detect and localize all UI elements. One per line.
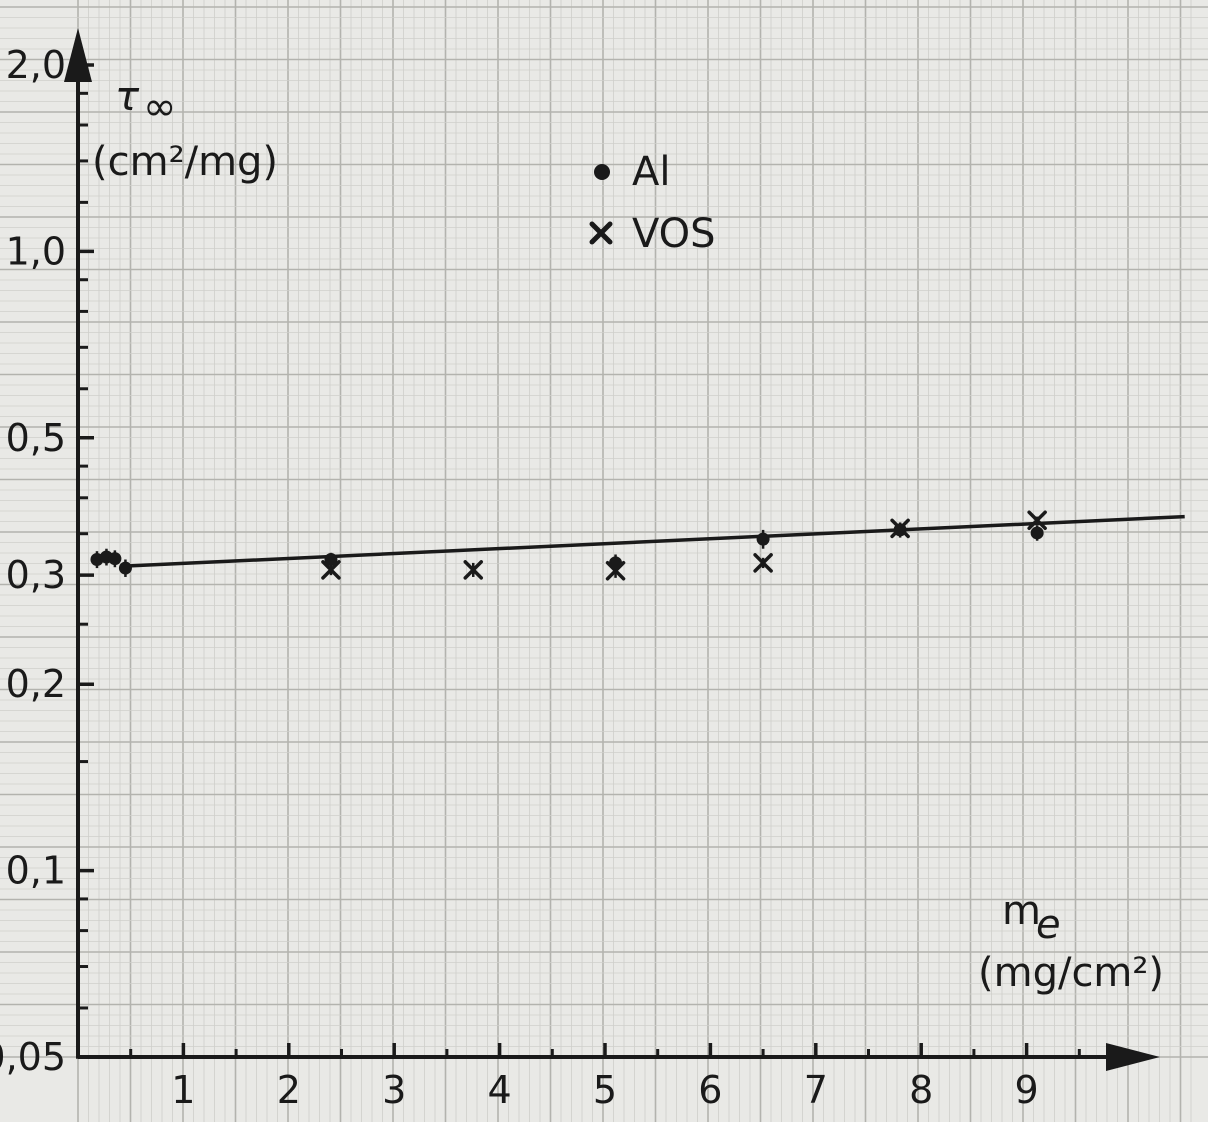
cross-stroke xyxy=(753,553,773,573)
y-tick-label: 0,5 xyxy=(6,416,66,460)
x-tick-label: 5 xyxy=(593,1068,617,1112)
data-point-vos xyxy=(463,560,483,580)
y-tick-label: 0,3 xyxy=(6,553,66,597)
data-point-vos xyxy=(1027,510,1047,530)
legend-dot-marker xyxy=(594,164,610,180)
y-axis-subscript: ∞ xyxy=(143,84,176,130)
data-points xyxy=(90,510,1047,581)
x-axis-arrow xyxy=(1106,1043,1160,1071)
cross-stroke xyxy=(605,560,626,581)
x-tick-label: 9 xyxy=(1015,1068,1039,1112)
x-tick-label: 2 xyxy=(277,1068,301,1112)
x-tick-label: 8 xyxy=(909,1068,933,1112)
x-tick-label: 1 xyxy=(171,1068,195,1112)
y-axis-unit: (cm²/mg) xyxy=(92,139,278,185)
cross-stroke xyxy=(463,560,483,580)
x-tick-label: 7 xyxy=(804,1068,828,1112)
legend-cross-marker xyxy=(589,221,613,245)
y-tick-label: 2,0 xyxy=(6,43,66,87)
data-point-vos xyxy=(605,560,626,581)
y-tick-label: 0,2 xyxy=(6,662,66,706)
x-axis-unit: (mg/cm²) xyxy=(978,950,1164,996)
cross-stroke xyxy=(1027,510,1047,530)
data-point-vos xyxy=(753,553,773,573)
cross-stroke xyxy=(321,560,341,580)
cross-stroke xyxy=(890,518,910,539)
x-tick-label: 4 xyxy=(488,1068,512,1112)
data-point-al xyxy=(108,552,122,566)
y-axis-arrow xyxy=(64,28,92,82)
y-tick-label: 0,1 xyxy=(6,849,66,893)
fit-line-group xyxy=(120,514,1185,569)
axes xyxy=(64,28,1160,1071)
y-tick-label: 1,0 xyxy=(6,229,66,273)
data-point-al xyxy=(324,552,338,566)
data-point-al xyxy=(118,561,132,575)
data-point-vos xyxy=(321,560,341,580)
x-tick-label: 3 xyxy=(382,1068,406,1112)
legend-label-al: Al xyxy=(632,149,670,195)
data-point-vos xyxy=(890,518,910,539)
x-tick-label: 6 xyxy=(698,1068,722,1112)
data-point-al xyxy=(756,532,770,546)
legend: Al VOS xyxy=(589,149,716,257)
y-axis-symbol: τ xyxy=(115,74,140,120)
x-axis-subscript: e xyxy=(1036,902,1061,948)
y-tick-label: 0,05 xyxy=(0,1035,66,1079)
legend-label-vos: VOS xyxy=(632,211,716,257)
ticks: 0,05 0,1 0,2 0,3 0,5 1,0 2,0 1 2 3 4 5 6 7 8 9 xyxy=(0,43,1081,1112)
x-axis-symbol: m xyxy=(1002,888,1041,934)
data-point-al xyxy=(1030,526,1044,540)
fit-line xyxy=(120,514,1185,569)
